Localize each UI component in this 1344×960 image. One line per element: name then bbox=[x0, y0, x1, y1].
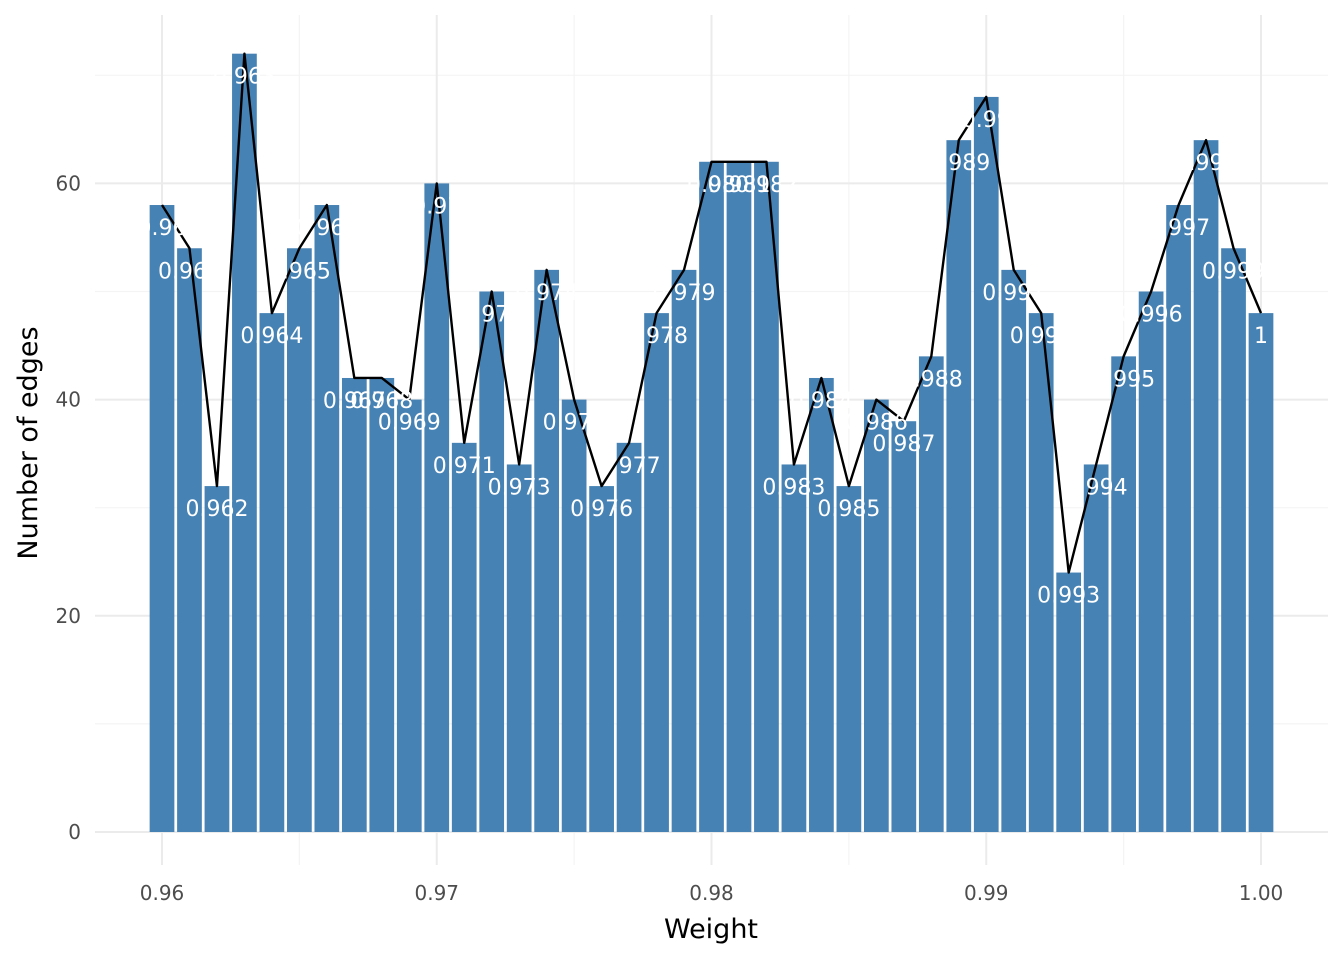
data-label: 0.984 bbox=[790, 389, 853, 414]
data-label: 0.992 bbox=[1010, 324, 1073, 349]
data-label: 0.969 bbox=[378, 411, 441, 436]
bar bbox=[891, 421, 917, 832]
line-series bbox=[160, 52, 1263, 574]
data-label: 0.961 bbox=[158, 259, 221, 284]
bar bbox=[781, 464, 807, 832]
bars bbox=[149, 53, 1274, 833]
bar bbox=[534, 269, 560, 832]
data-label: 0.987 bbox=[872, 432, 935, 457]
data-label: 0.976 bbox=[570, 497, 633, 522]
bar bbox=[506, 464, 532, 832]
bar bbox=[424, 183, 450, 832]
bar bbox=[809, 377, 834, 832]
data-label: 0.966 bbox=[295, 216, 358, 241]
x-tick-label: 0.99 bbox=[964, 881, 1009, 905]
x-axis-ticks: 0.96 0.97 0.98 0.99 1.00 bbox=[140, 881, 1284, 905]
data-label: 0.981 bbox=[707, 173, 770, 198]
bar bbox=[259, 313, 285, 832]
bar bbox=[479, 291, 505, 832]
data-label: 0.983 bbox=[762, 475, 825, 500]
bar bbox=[946, 140, 972, 832]
data-label: 0.995 bbox=[1092, 367, 1155, 392]
data-label: 0.962 bbox=[185, 497, 248, 522]
x-tick-label: 1.00 bbox=[1239, 881, 1284, 905]
bar bbox=[1193, 140, 1219, 832]
x-axis-title: Weight bbox=[664, 914, 758, 945]
data-label: 0.96 bbox=[138, 216, 187, 241]
x-tick-label: 0.96 bbox=[140, 881, 185, 905]
bar bbox=[1248, 313, 1274, 832]
bar bbox=[863, 399, 889, 832]
data-label: 0.971 bbox=[433, 454, 496, 479]
data-label: 0.977 bbox=[598, 454, 661, 479]
data-label: 0.997 bbox=[1147, 216, 1210, 241]
bar bbox=[396, 399, 422, 832]
data-label: 0.986 bbox=[845, 411, 908, 436]
data-label: 0.972 bbox=[460, 303, 523, 328]
data-label: 0.988 bbox=[900, 367, 963, 392]
trend-line bbox=[160, 52, 1263, 574]
bar bbox=[754, 161, 779, 832]
bar bbox=[1056, 572, 1082, 832]
bar bbox=[451, 442, 477, 832]
data-label: 0.965 bbox=[268, 259, 331, 284]
bar bbox=[1083, 464, 1109, 832]
bar bbox=[149, 205, 175, 832]
y-axis-title: Number of edges bbox=[13, 326, 44, 559]
bar bbox=[671, 269, 697, 832]
data-label: 0.982 bbox=[735, 173, 798, 198]
data-label: 0.996 bbox=[1120, 303, 1183, 328]
bar bbox=[699, 161, 724, 832]
data-label: 0.98 bbox=[687, 173, 736, 198]
data-label: 0.99 bbox=[962, 108, 1011, 133]
bar bbox=[918, 356, 944, 832]
data-label: 0.975 bbox=[543, 411, 606, 436]
data-label: 0.964 bbox=[240, 324, 303, 349]
data-label: 0.963 bbox=[213, 65, 276, 90]
data-label: 0.968 bbox=[350, 389, 413, 414]
bar bbox=[1221, 248, 1246, 832]
data-label: 0.985 bbox=[817, 497, 880, 522]
data-label: 0.994 bbox=[1065, 475, 1128, 500]
data-label: 0.991 bbox=[982, 281, 1045, 306]
bar-labels: 0.960.9610.9620.9630.9640.9650.9660.9670… bbox=[138, 65, 1268, 609]
data-label: 0.974 bbox=[515, 281, 578, 306]
bar bbox=[616, 442, 642, 832]
data-label: 0.978 bbox=[625, 324, 688, 349]
y-tick-label: 0 bbox=[68, 820, 81, 844]
y-tick-label: 20 bbox=[56, 604, 81, 628]
bar bbox=[726, 161, 752, 832]
bar bbox=[341, 377, 367, 832]
x-tick-label: 0.97 bbox=[414, 881, 459, 905]
bar bbox=[836, 486, 862, 832]
data-label: 0.989 bbox=[927, 151, 990, 176]
data-label: 0.999 bbox=[1202, 259, 1265, 284]
y-tick-label: 60 bbox=[56, 171, 81, 195]
bar bbox=[232, 53, 257, 833]
bar bbox=[1111, 356, 1136, 832]
bar bbox=[973, 96, 999, 833]
bar bbox=[644, 313, 669, 832]
bar bbox=[1166, 205, 1191, 832]
y-axis-ticks: 0 20 40 60 bbox=[56, 171, 81, 844]
data-label: 0.979 bbox=[653, 281, 716, 306]
y-tick-label: 40 bbox=[56, 388, 81, 412]
bar bbox=[1138, 291, 1164, 832]
bar bbox=[314, 205, 340, 832]
bar bbox=[177, 248, 202, 832]
bar bbox=[204, 486, 230, 832]
data-label: 0.967 bbox=[323, 389, 386, 414]
bar bbox=[589, 486, 614, 832]
data-label: 1 bbox=[1254, 324, 1268, 349]
bar bbox=[561, 399, 587, 832]
x-tick-label: 0.98 bbox=[689, 881, 734, 905]
data-label: 0.998 bbox=[1175, 151, 1238, 176]
bar bbox=[287, 248, 312, 832]
bar bbox=[1001, 269, 1027, 832]
data-label: 0.97 bbox=[412, 194, 461, 219]
bar bbox=[369, 377, 395, 832]
data-label: 0.973 bbox=[488, 475, 551, 500]
data-label: 0.993 bbox=[1037, 584, 1100, 609]
